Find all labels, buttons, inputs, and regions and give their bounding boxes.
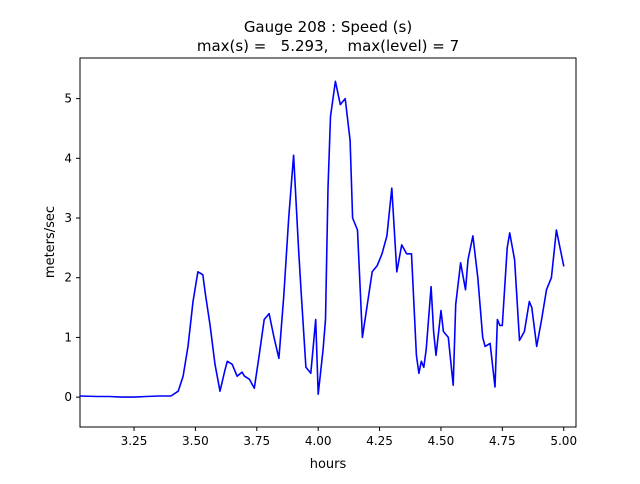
x-tick-label: 3.25: [121, 434, 148, 448]
y-tick-label: 3: [64, 211, 72, 225]
y-axis-label: meters/sec: [43, 206, 58, 278]
y-tick-label: 1: [64, 330, 72, 344]
x-tick-label: 3.75: [243, 434, 270, 448]
chart-title-line-2: max(s) = 5.293, max(level) = 7: [197, 37, 459, 55]
y-tick-label: 0: [64, 390, 72, 404]
y-tick-label: 4: [64, 151, 72, 165]
y-tick-label: 2: [64, 271, 72, 285]
plot-area-frame: [79, 57, 577, 428]
speed-series-line: [79, 80, 565, 398]
x-tick-label: 5.00: [550, 434, 577, 448]
x-tick-label: 4.50: [428, 434, 455, 448]
x-tick-label: 4.00: [305, 434, 332, 448]
x-tick-label: 3.50: [182, 434, 209, 448]
y-axis-ticks: 0 1 2 3 4 5: [64, 92, 80, 404]
x-axis-ticks: 3.25 3.50 3.75 4.00 4.25 4.50 4.75 5.00: [121, 427, 577, 448]
x-tick-label: 4.25: [366, 434, 393, 448]
x-tick-label: 4.75: [489, 434, 516, 448]
series-layer: [79, 80, 565, 398]
chart-title-line-1: Gauge 208 : Speed (s): [244, 18, 412, 36]
x-axis-label: hours: [310, 457, 347, 472]
y-tick-label: 5: [64, 92, 72, 106]
